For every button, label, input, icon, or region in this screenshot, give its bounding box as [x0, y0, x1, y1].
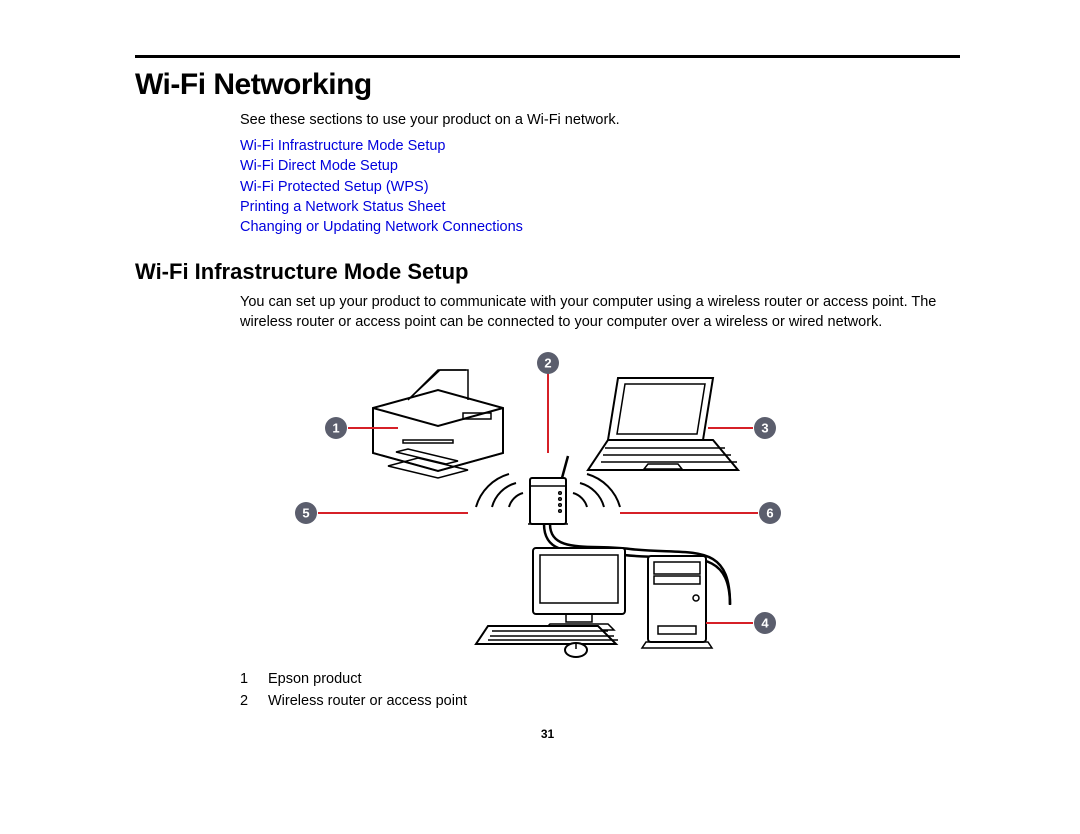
- legend-text-1: Epson product: [268, 668, 362, 690]
- legend-num-1: 1: [240, 668, 250, 690]
- svg-text:6: 6: [766, 505, 773, 520]
- link-change[interactable]: Changing or Updating Network Connections: [240, 217, 960, 237]
- legend: 1 Epson product 2 Wireless router or acc…: [135, 668, 960, 713]
- intro-text: See these sections to use your product o…: [135, 112, 960, 128]
- svg-text:4: 4: [761, 615, 769, 630]
- link-status[interactable]: Printing a Network Status Sheet: [240, 197, 960, 217]
- link-wps[interactable]: Wi-Fi Protected Setup (WPS): [240, 177, 960, 197]
- network-diagram: 1 2 3 4 5 6: [288, 348, 808, 658]
- page-title: Wi-Fi Networking: [135, 68, 960, 102]
- section-body: You can set up your product to communica…: [135, 293, 960, 332]
- svg-text:2: 2: [544, 355, 551, 370]
- legend-num-2: 2: [240, 690, 250, 712]
- link-direct[interactable]: Wi-Fi Direct Mode Setup: [240, 156, 960, 176]
- page-number: 31: [135, 727, 960, 741]
- svg-text:1: 1: [332, 420, 339, 435]
- svg-text:3: 3: [761, 420, 768, 435]
- legend-text-2: Wireless router or access point: [268, 690, 467, 712]
- link-list: Wi-Fi Infrastructure Mode Setup Wi-Fi Di…: [135, 136, 960, 237]
- section-heading: Wi-Fi Infrastructure Mode Setup: [135, 259, 960, 285]
- link-infra[interactable]: Wi-Fi Infrastructure Mode Setup: [240, 136, 960, 156]
- svg-text:5: 5: [302, 505, 309, 520]
